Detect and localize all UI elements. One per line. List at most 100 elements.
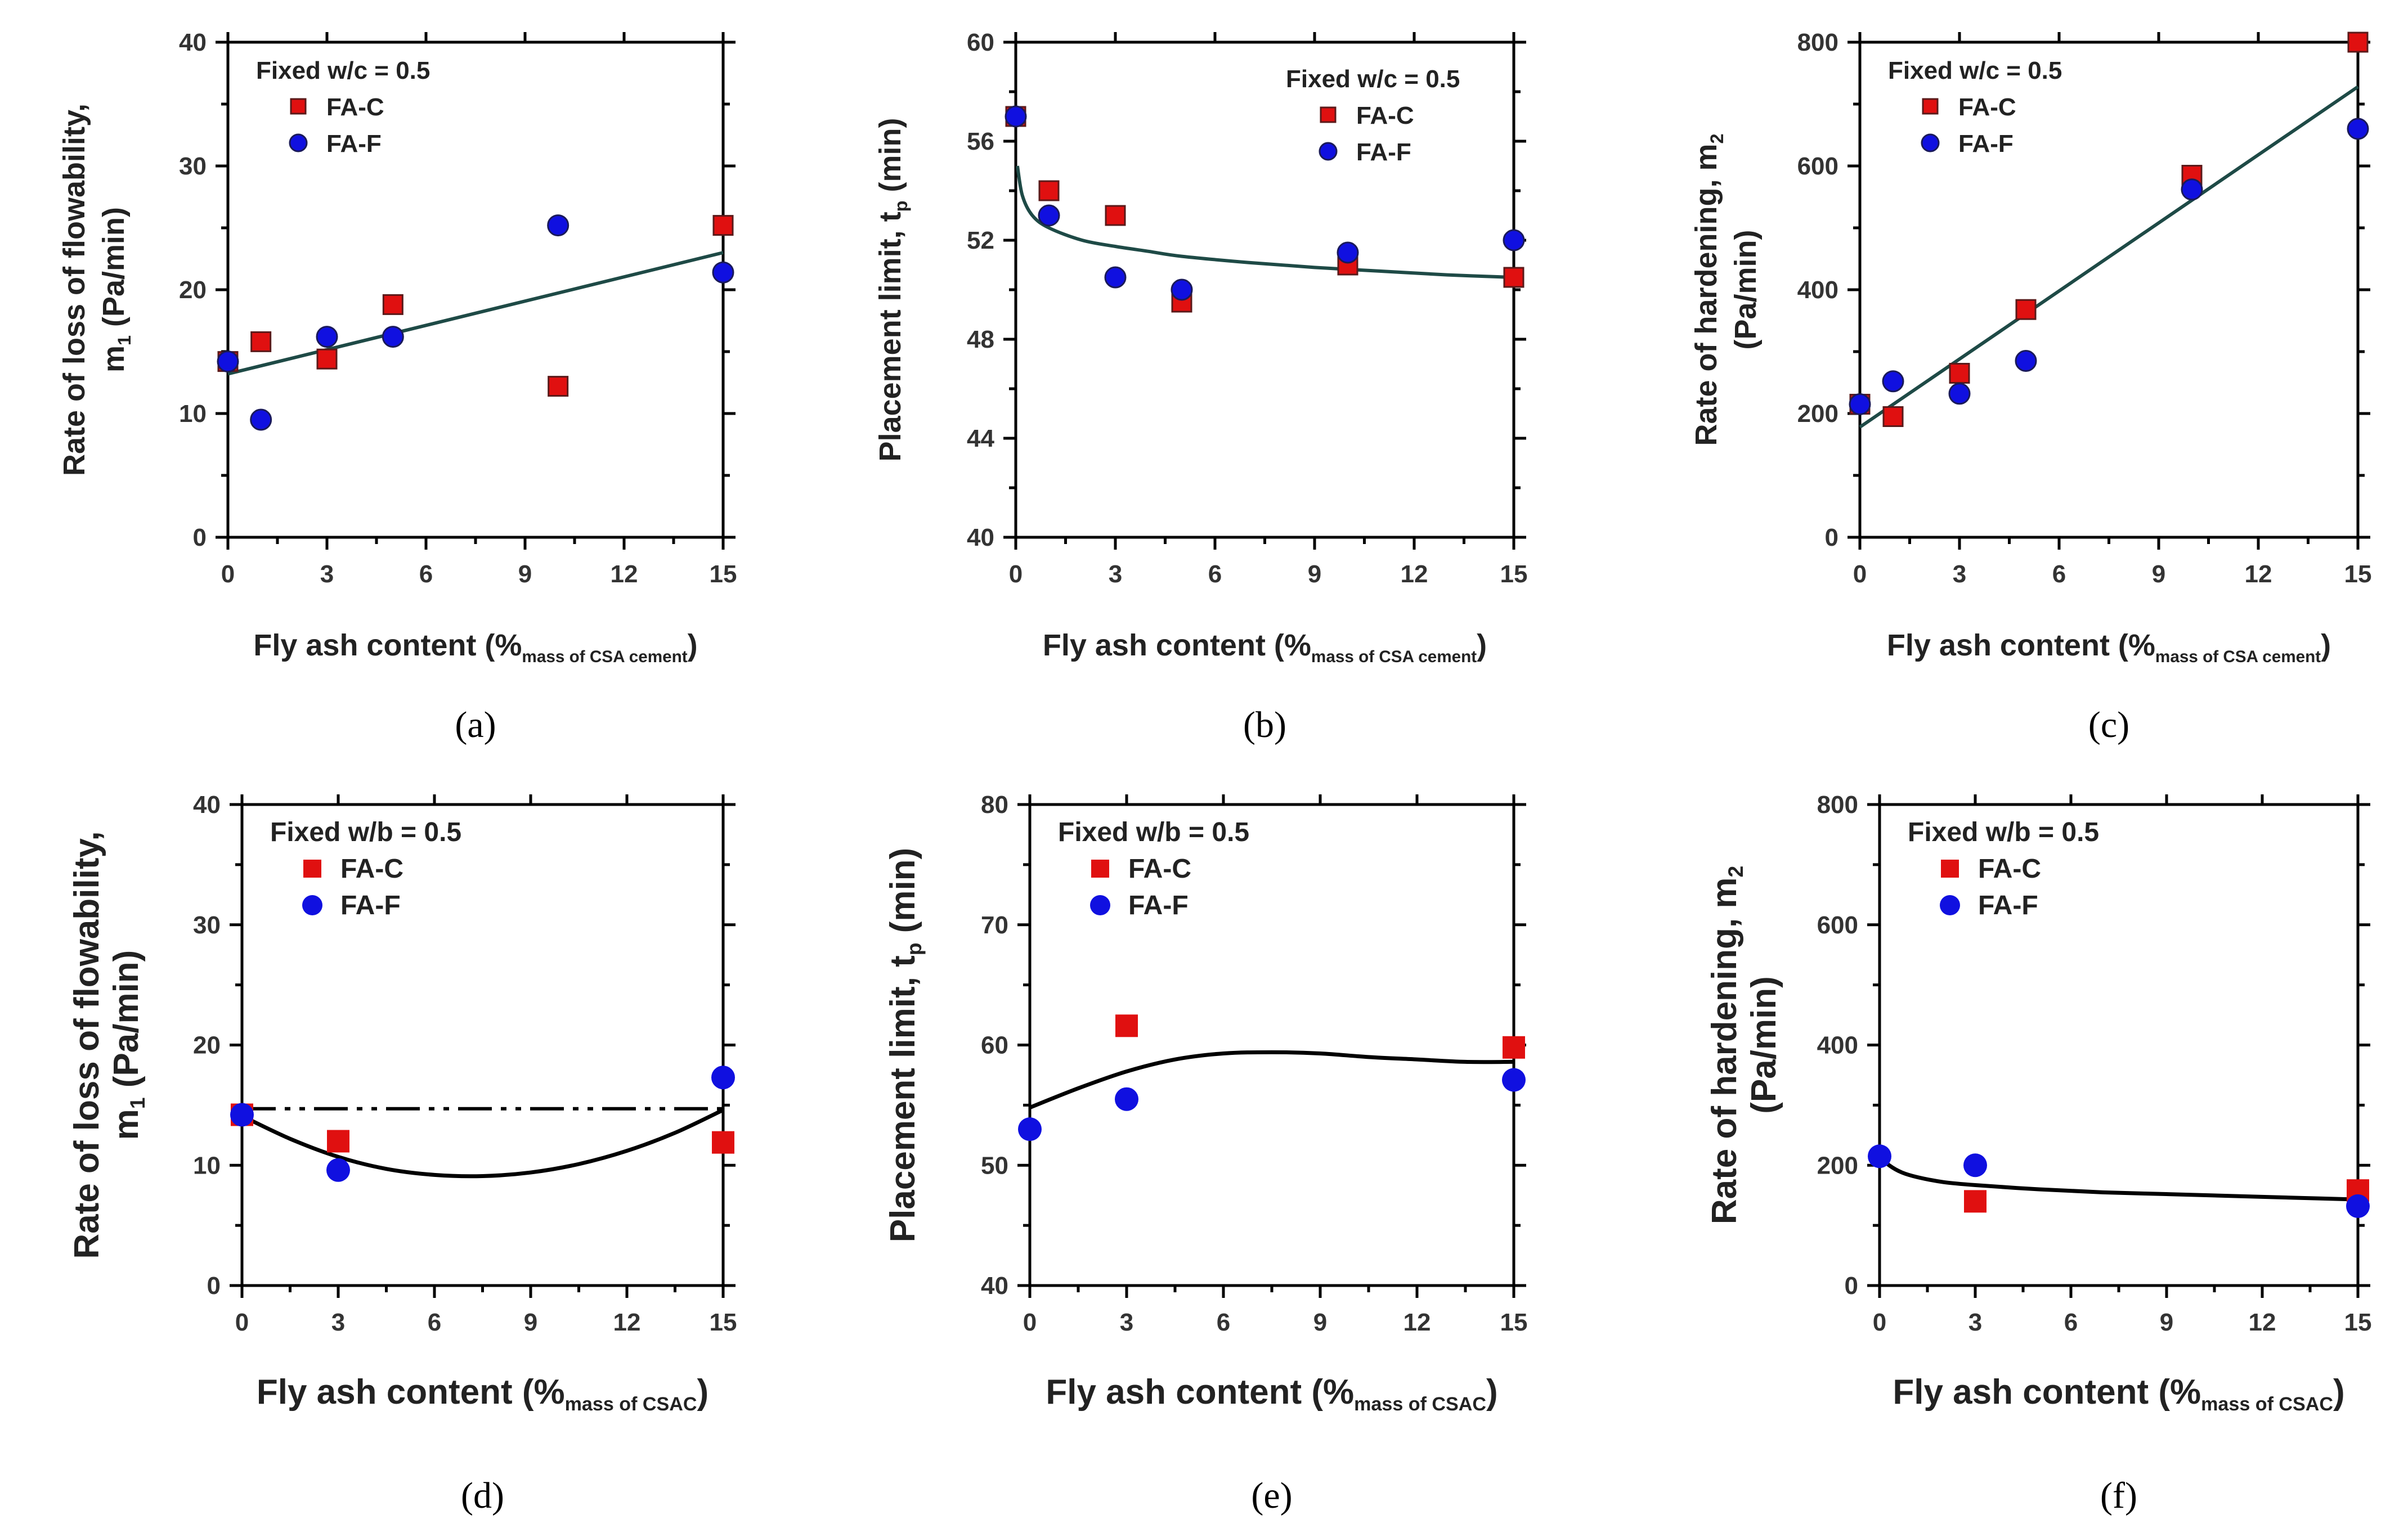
legend-circle-marker — [1090, 895, 1110, 915]
legend-entry: FA-F — [1356, 138, 1411, 166]
x-tick-label: 9 — [524, 1309, 537, 1336]
label-part: (min) — [873, 118, 907, 201]
legend-circle-marker — [1319, 142, 1338, 161]
label-part: mass of CSA cement — [522, 648, 687, 666]
legend-title: Fixed w/c = 0.5 — [1286, 65, 1460, 93]
x-tick-label: 15 — [2344, 1309, 2372, 1336]
legend-square-marker — [303, 860, 321, 878]
x-tick-label: 12 — [2245, 560, 2272, 588]
y-tick-label: 70 — [981, 911, 1008, 939]
fa-c-point — [250, 331, 272, 352]
y-tick-label: 600 — [1817, 911, 1858, 939]
fa-f-point — [712, 261, 734, 284]
chart-panel-e: 0 3 6 9 12 15 40 50 60 70 80 Fly ash content (%mass… — [884, 791, 1527, 1516]
y-tick-label: 800 — [1797, 29, 1838, 56]
y-axis-title-line1: Rate of loss of flowability, — [57, 104, 91, 476]
label-part: b — [1255, 704, 1274, 745]
label-part: Fly ash content (% — [1043, 628, 1311, 662]
label-part: (min) — [884, 848, 922, 943]
label-part: ( — [461, 1475, 473, 1516]
label-part: d — [473, 1475, 492, 1516]
label-part: 2 — [1724, 866, 1747, 878]
y-tick-label: 20 — [193, 1032, 221, 1059]
x-tick-label: 6 — [1208, 560, 1222, 588]
x-tick-label: 12 — [613, 1309, 641, 1336]
y-axis-title: Rate of loss of flowability, m1 (Pa/min) — [68, 831, 149, 1259]
y-tick-label: 30 — [179, 152, 207, 180]
label-part: 2 — [1707, 133, 1727, 143]
label-part: Rate of hardening, m — [1705, 878, 1744, 1225]
fa-c-point — [327, 1130, 349, 1153]
legend-entry: FA-C — [1128, 854, 1191, 884]
label-part: c — [2101, 704, 2117, 745]
fit-curve — [241, 1108, 724, 1179]
y-tick-label: 20 — [179, 276, 207, 304]
x-tick-label: 9 — [1308, 560, 1321, 588]
fa-f-point — [1038, 204, 1060, 227]
fa-c-point — [712, 1131, 734, 1154]
y-tick-label: 200 — [1817, 1152, 1858, 1179]
legend-title: Fixed w/b = 0.5 — [1908, 817, 2099, 847]
label-part: ) — [1486, 1373, 1498, 1412]
legend-circle-marker — [302, 895, 322, 915]
fa-f-point — [230, 1103, 254, 1127]
fit-curve — [227, 251, 724, 376]
x-tick-label: 12 — [1403, 1309, 1431, 1336]
fa-f-point — [250, 408, 272, 431]
legend-circle-marker — [1940, 895, 1960, 915]
legend-title: Fixed w/c = 0.5 — [256, 57, 430, 84]
x-tick-label: 3 — [320, 560, 334, 588]
y-tick-label: 0 — [1845, 1272, 1858, 1300]
plot-frame — [1014, 41, 1515, 539]
x-tick-label: 15 — [710, 560, 737, 588]
fit-curve — [1859, 85, 2359, 429]
chart-panel-f: 0 3 6 9 12 15 0 200 400 600 800 Fly ash content (%m… — [1705, 791, 2371, 1516]
legend-title: Fixed w/b = 0.5 — [1058, 817, 1249, 847]
fa-c-point — [1115, 1014, 1138, 1037]
plot-frame — [226, 41, 725, 539]
label-part: ) — [2117, 704, 2129, 745]
legend-square-marker — [1320, 106, 1337, 123]
x-tick-label: 3 — [1120, 1309, 1133, 1336]
legend-entry: FA-C — [340, 854, 403, 884]
fa-c-point — [2015, 299, 2037, 320]
x-axis-title: Fly ash content (%mass of CSA cement) — [253, 628, 697, 666]
label-part: Fly ash content (% — [1046, 1373, 1354, 1412]
label-part: ( — [1243, 704, 1255, 745]
label-part: ) — [697, 1373, 709, 1412]
label-part: ( — [455, 704, 467, 745]
label-part: (Pa/min) — [97, 207, 131, 335]
panel-caption: (b) — [1243, 704, 1286, 745]
x-tick-label: 15 — [2344, 560, 2372, 588]
y-tick-label: 10 — [179, 400, 207, 428]
x-tick-label: 12 — [1401, 560, 1428, 588]
y-axis-title-line2: Placement limit, tp (min) — [884, 848, 926, 1242]
label-part: ) — [484, 704, 496, 745]
y-axis-title: Rate of hardening, m2(Pa/min) — [1689, 133, 1763, 446]
x-axis-title: Fly ash content (%mass of CSAC) — [1046, 1373, 1497, 1415]
x-tick-label: 12 — [611, 560, 638, 588]
fa-c-point — [316, 348, 338, 370]
x-axis-title: Fly ash content (%mass of CSA cement) — [1043, 628, 1487, 666]
panel-caption: (e) — [1251, 1475, 1292, 1516]
y-tick-label: 40 — [981, 1272, 1008, 1300]
y-axis-title: Rate of hardening, m2 (Pa/min) — [1705, 866, 1783, 1224]
legend-entry: FA-F — [1978, 891, 2038, 920]
fa-f-point — [382, 326, 404, 348]
label-part: ( — [2088, 704, 2101, 745]
y-tick-label: 40 — [967, 524, 994, 551]
y-axis-title-line2: (Pa/min) — [1745, 976, 1783, 1114]
label-part: mass of CSAC — [565, 1394, 697, 1415]
label-part: ) — [2333, 1373, 2345, 1412]
fa-f-point — [217, 350, 239, 373]
label-part: ) — [2321, 628, 2331, 662]
chart-panel-d: 0 3 6 9 12 15 0 10 20 30 40 Fly ash content (%mass … — [68, 791, 737, 1516]
fa-f-point — [711, 1066, 735, 1090]
fa-f-point — [1502, 1068, 1526, 1092]
label-part: f — [2113, 1475, 2125, 1516]
x-axis-title: Fly ash content (%mass of CSA cement) — [1887, 628, 2331, 666]
y-axis-title-line2: Placement limit, tp (min) — [873, 118, 911, 462]
x-tick-label: 6 — [419, 560, 433, 588]
legend-entry: FA-C — [326, 93, 384, 121]
